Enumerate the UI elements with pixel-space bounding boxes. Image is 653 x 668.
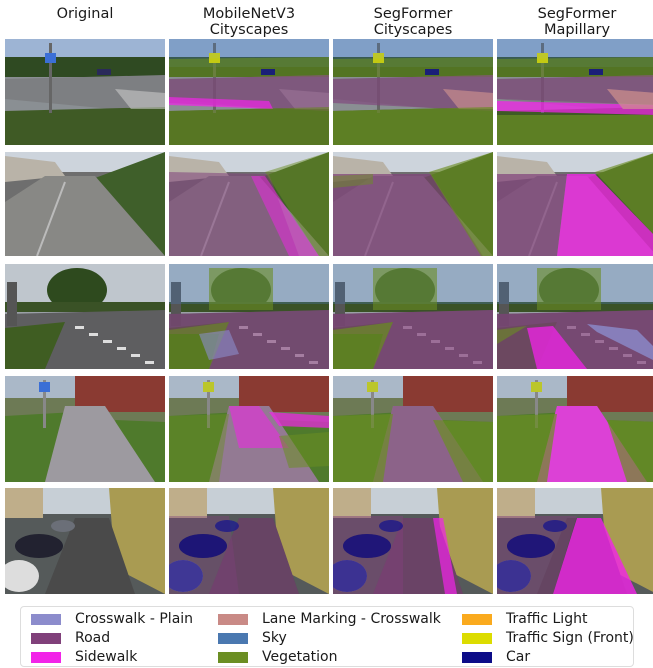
segmentation-overlay-image (333, 39, 493, 145)
column-title: Original (56, 6, 114, 22)
legend-swatch-icon (462, 613, 492, 625)
scene-drawing (497, 39, 653, 145)
segmentation-overlay-image (333, 152, 493, 256)
legend-item: Crosswalk - Plain (31, 610, 193, 628)
segmentation-overlay-image (169, 376, 329, 482)
legend-swatch-icon (218, 613, 248, 625)
segmentation-overlay-image (497, 264, 653, 369)
segmentation-overlay-image (333, 264, 493, 369)
legend-label: Car (506, 649, 531, 665)
segmentation-overlay-image (497, 39, 653, 145)
legend-swatch-icon (462, 632, 492, 644)
legend-item: Lane Marking - Crosswalk (218, 610, 441, 628)
legend-item: Traffic Light (462, 610, 587, 628)
scene-drawing (333, 39, 493, 145)
legend-label: Traffic Sign (Front) (506, 630, 634, 646)
column-title: SegFormer Mapillary (537, 6, 617, 38)
segmentation-comparison-grid: Original MobileNetV3 Cityscapes SegFormer … (5, 6, 653, 594)
legend-item: Car (462, 648, 530, 666)
scene-drawing (497, 376, 653, 482)
scene-drawing (169, 488, 329, 594)
scene-drawing (5, 488, 165, 594)
scene-drawing (333, 264, 493, 369)
original-image (5, 376, 165, 482)
segmentation-overlay-image (497, 376, 653, 482)
segmentation-overlay-image (169, 264, 329, 369)
legend-item: Sidewalk (31, 648, 137, 666)
legend-label: Sky (262, 630, 287, 646)
legend-label: Road (75, 630, 111, 646)
legend-swatch-icon (31, 651, 61, 663)
legend-label: Vegetation (262, 649, 338, 665)
legend-label: Sidewalk (75, 649, 138, 665)
legend-swatch-icon (462, 651, 492, 663)
column-title: SegFormer Cityscapes (373, 6, 453, 38)
scene-drawing (333, 376, 493, 482)
original-image (5, 39, 165, 145)
legend-item: Road (31, 629, 110, 647)
scene-drawing (5, 376, 165, 482)
scene-drawing (169, 39, 329, 145)
segmentation-overlay-image (497, 152, 653, 256)
legend-item: Traffic Sign (Front) (462, 629, 634, 647)
segmentation-overlay-image (169, 152, 329, 256)
segmentation-overlay-image (497, 488, 653, 594)
scene-drawing (169, 152, 329, 256)
legend-swatch-icon (31, 632, 61, 644)
legend: Crosswalk - Plain Road Sidewalk Lane Markin… (20, 606, 634, 667)
original-image (5, 264, 165, 369)
scene-drawing (333, 488, 493, 594)
scene-drawing (497, 152, 653, 256)
original-image (5, 152, 165, 256)
legend-label: Crosswalk - Plain (75, 611, 194, 627)
scene-drawing (5, 264, 165, 369)
original-image (5, 488, 165, 594)
scene-drawing (5, 152, 165, 256)
scene-drawing (333, 152, 493, 256)
scene-drawing (497, 488, 653, 594)
segmentation-overlay-image (333, 376, 493, 482)
legend-label: Lane Marking - Crosswalk (262, 611, 441, 627)
legend-swatch-icon (218, 651, 248, 663)
legend-item: Vegetation (218, 648, 338, 666)
scene-drawing (169, 264, 329, 369)
column-title: MobileNetV3 Cityscapes (202, 6, 296, 38)
legend-label: Traffic Light (506, 611, 588, 627)
legend-item: Sky (218, 629, 287, 647)
segmentation-overlay-image (169, 488, 329, 594)
scene-drawing (5, 39, 165, 145)
scene-drawing (497, 264, 653, 369)
segmentation-overlay-image (333, 488, 493, 594)
segmentation-overlay-image (169, 39, 329, 145)
legend-swatch-icon (218, 632, 248, 644)
legend-swatch-icon (31, 613, 61, 625)
scene-drawing (169, 376, 329, 482)
